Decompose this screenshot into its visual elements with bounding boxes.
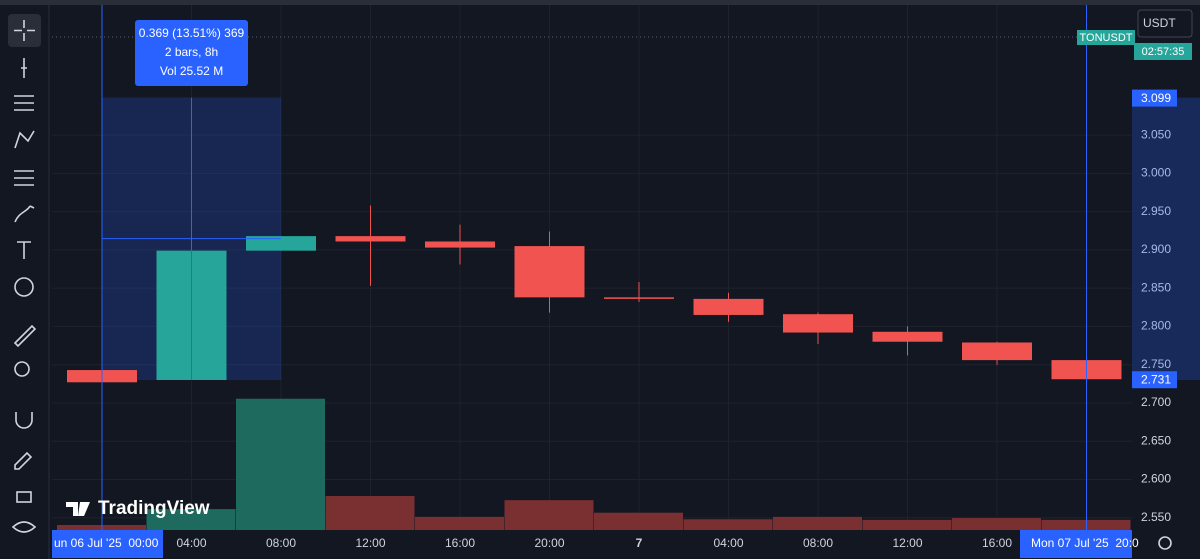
text-tool[interactable] — [17, 241, 31, 259]
pattern-tool[interactable] — [14, 130, 35, 149]
zoom-tool[interactable] — [14, 361, 30, 377]
y-tick-label: 3.050 — [1141, 127, 1171, 141]
y-tick-label: 2.850 — [1141, 280, 1171, 294]
candle-body — [425, 241, 495, 248]
volume-bar — [415, 516, 504, 530]
brush-tool[interactable] — [14, 205, 35, 223]
volume-bar — [862, 519, 952, 530]
countdown-badge — [1134, 43, 1192, 60]
lock-tool[interactable] — [16, 491, 32, 503]
y-tick-label: 2.950 — [1141, 204, 1171, 218]
measure-tooltip — [135, 20, 248, 86]
x-tick-label: 12:00 — [355, 536, 385, 550]
measure-text: 2 bars, 8h — [165, 45, 218, 59]
volume-bar — [504, 500, 594, 530]
emoji-tool[interactable] — [14, 277, 34, 297]
measure-text: Vol 25.52 M — [160, 64, 223, 78]
volume-bar — [952, 518, 1041, 530]
y-tick-label: 2.600 — [1141, 472, 1171, 486]
candle-body — [604, 297, 674, 299]
settings-button[interactable] — [1158, 536, 1172, 550]
crosshair-time-badge — [1020, 530, 1132, 558]
x-tick-label: 16:00 — [982, 536, 1012, 550]
volume-bar — [683, 519, 773, 530]
top-bar — [0, 0, 1200, 5]
x-tick-label: 08:00 — [803, 536, 833, 550]
range-top-label: 3.099 — [1141, 91, 1171, 105]
candle-body — [246, 236, 316, 251]
x-tick-label: 7 — [636, 536, 643, 550]
logo: TradingView — [98, 498, 210, 519]
candle-body — [335, 236, 406, 242]
candle-body — [872, 331, 943, 342]
volume-bar — [594, 512, 683, 530]
volume-bar — [773, 516, 862, 530]
symbol-label: TONUSDT — [1080, 32, 1133, 44]
currency-dropdown[interactable] — [1137, 9, 1193, 38]
x-tick-label: 04:00 — [176, 536, 206, 550]
time-axis — [52, 530, 1132, 559]
x-tick-label: 04:00 — [713, 536, 743, 550]
x-tick-label: 16:00 — [445, 536, 475, 550]
y-tick-label: 2.650 — [1141, 433, 1171, 447]
fib-tool[interactable] — [14, 95, 34, 111]
volume-bar — [146, 509, 236, 530]
measure-text: 0.369 (13.51%) 369 — [139, 26, 245, 40]
y-tick-label: 2.750 — [1141, 357, 1171, 371]
logo-icon — [66, 502, 90, 516]
y-tick-label: 3.000 — [1141, 166, 1171, 180]
range-top-badge — [1132, 89, 1177, 107]
symbol-badge — [1077, 30, 1135, 45]
y-tick-label: 2.800 — [1141, 319, 1171, 333]
axis-range-highlight — [1132, 97, 1200, 380]
last-price-label: 2.731 — [1141, 372, 1171, 386]
y-tick-label: 2.700 — [1141, 395, 1171, 409]
volume-bar — [236, 398, 325, 530]
tools[interactable] — [8, 14, 41, 533]
forecast-tool[interactable] — [14, 170, 34, 186]
x-tick-label: 12:00 — [892, 536, 922, 550]
crosshair-time-label: Mon 07 Jul '25 20:0 — [1031, 536, 1139, 550]
last-price-badge — [1132, 371, 1177, 389]
y-tick-label: 2.550 — [1141, 510, 1171, 524]
volume-bar — [325, 495, 415, 530]
currency-label: USDT — [1143, 16, 1176, 30]
x-tick-label: 20:00 — [534, 536, 564, 550]
plot-area: 3.050 3.000 2.950 2.900 2.850 2.800 2.750 2.700… — [52, 5, 1200, 559]
left-toolbar — [0, 5, 48, 559]
candle-body — [962, 342, 1032, 361]
countdown: 02:57:35 — [1142, 46, 1185, 58]
crosshair-tool[interactable] — [14, 20, 35, 41]
y-tick-label: 2.900 — [1141, 242, 1171, 256]
tool-active-bg — [8, 14, 41, 47]
candle-body — [693, 298, 764, 315]
x-tick-label: 08:00 — [266, 536, 296, 550]
ruler-tool[interactable] — [13, 324, 37, 348]
candle-body — [783, 314, 853, 333]
hide-tool[interactable] — [11, 521, 37, 533]
trend-tool[interactable] — [21, 58, 27, 78]
crosshair-time-label: un 06 Jul '25 00:00 — [54, 536, 159, 550]
lock-draw-tool[interactable] — [14, 451, 33, 470]
magnet-tool[interactable] — [15, 412, 33, 429]
candle-body — [514, 246, 585, 298]
crosshair-time-badge — [52, 530, 163, 558]
